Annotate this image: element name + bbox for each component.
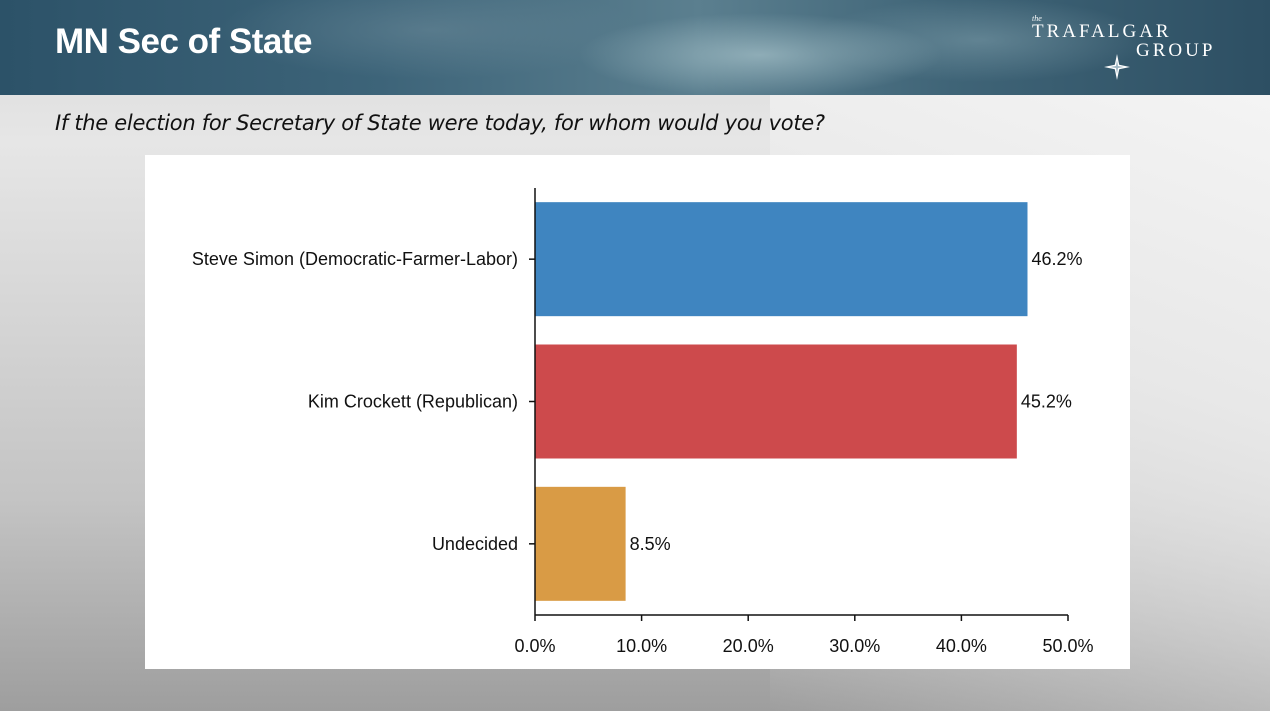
chart-panel: Steve Simon (Democratic-Farmer-Labor) 46.… [145,155,1130,669]
x-tick-label-4: 40.0% [936,636,987,656]
data-label-0: 46.2% [1031,249,1082,269]
header-banner: MN Sec of State the TRAFALGAR GROUP [0,0,1270,95]
data-label-2: 8.5% [630,534,671,554]
data-label-1: 45.2% [1021,392,1072,412]
trafalgar-group-logo: the TRAFALGAR GROUP [1028,14,1228,84]
bar-0 [535,202,1028,317]
x-tick-label-2: 20.0% [723,636,774,656]
survey-question: If the election for Secretary of State w… [55,111,825,135]
x-tick-label-3: 30.0% [829,636,880,656]
x-tick-label-5: 50.0% [1042,636,1093,656]
logo-line-1: TRAFALGAR [1032,21,1172,42]
category-label-1: Kim Crockett (Republican) [308,392,518,412]
logo-small-text: the [1032,14,1042,23]
category-label-0: Steve Simon (Democratic-Farmer-Labor) [192,249,518,269]
bar-1 [535,344,1017,459]
bar-2 [535,486,626,601]
compass-star-icon [1104,54,1130,80]
x-tick-label-1: 10.0% [616,636,667,656]
x-tick-label-0: 0.0% [514,636,555,656]
page-title: MN Sec of State [55,22,313,61]
bar-chart: Steve Simon (Democratic-Farmer-Labor) 46.… [192,188,1094,656]
logo-line-2: GROUP [1136,40,1216,61]
category-label-2: Undecided [432,534,518,554]
